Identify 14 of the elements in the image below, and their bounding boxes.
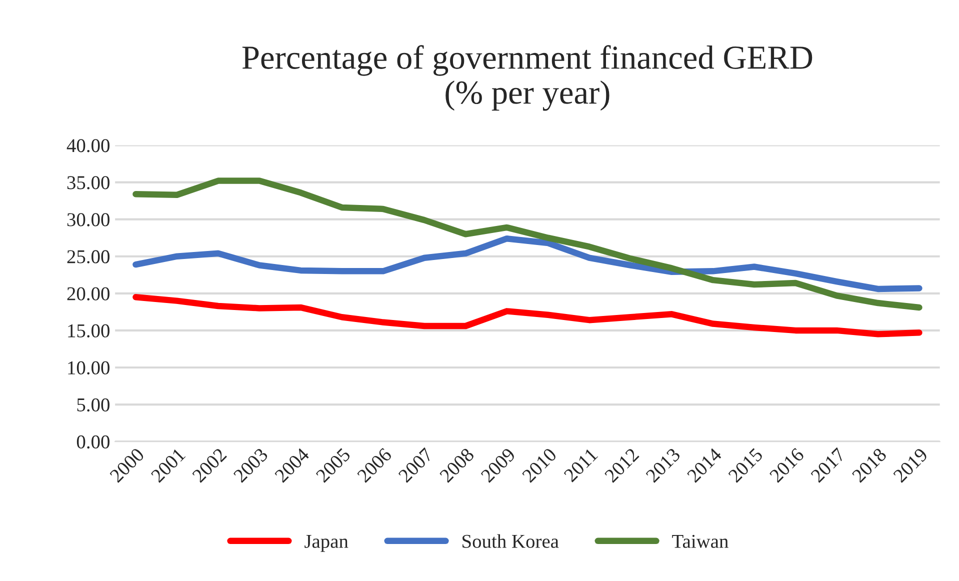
chart-title: Percentage of government financed GERD (% per year) [242, 45, 812, 111]
y-tick-label: 5.00 [77, 398, 110, 412]
y-tick-label: 0.00 [76, 435, 110, 449]
y-tick-label: 25.00 [67, 250, 110, 264]
y-tick-label: 30.00 [67, 213, 110, 226]
legend-label: Japan [304, 535, 348, 552]
legend-label: South Korea [462, 534, 559, 548]
y-tick-label: 35.00 [67, 176, 110, 190]
y-tick-label: 15.00 [68, 324, 110, 338]
y-tick-label: 20.00 [67, 287, 110, 300]
legend-label: Taiwan [672, 534, 728, 548]
y-tick-label: 10.00 [68, 361, 110, 375]
x-tick-label: 2011 [563, 448, 598, 482]
y-tick-label: 40.00 [66, 139, 110, 152]
